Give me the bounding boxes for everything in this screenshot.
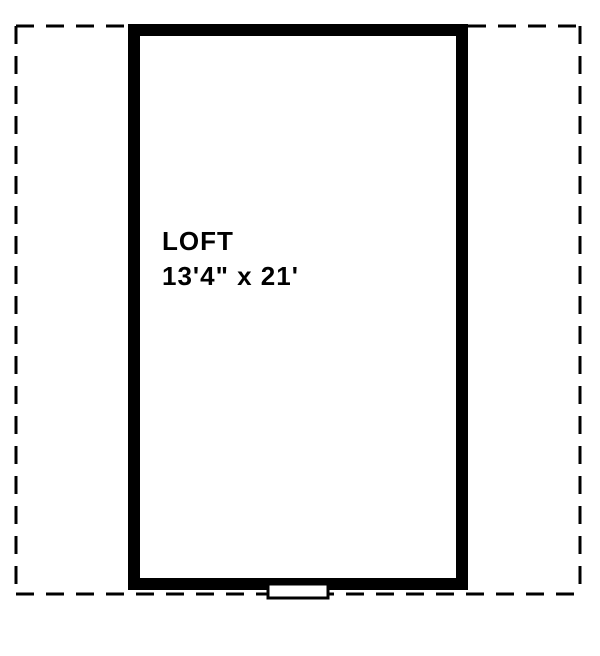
- door-opening: [268, 584, 328, 598]
- room-name-label: LOFT: [162, 226, 234, 256]
- loft-room: [134, 30, 462, 584]
- room-dimensions-label: 13'4" x 21': [162, 261, 299, 291]
- floorplan-canvas: LOFT 13'4" x 21': [0, 0, 600, 656]
